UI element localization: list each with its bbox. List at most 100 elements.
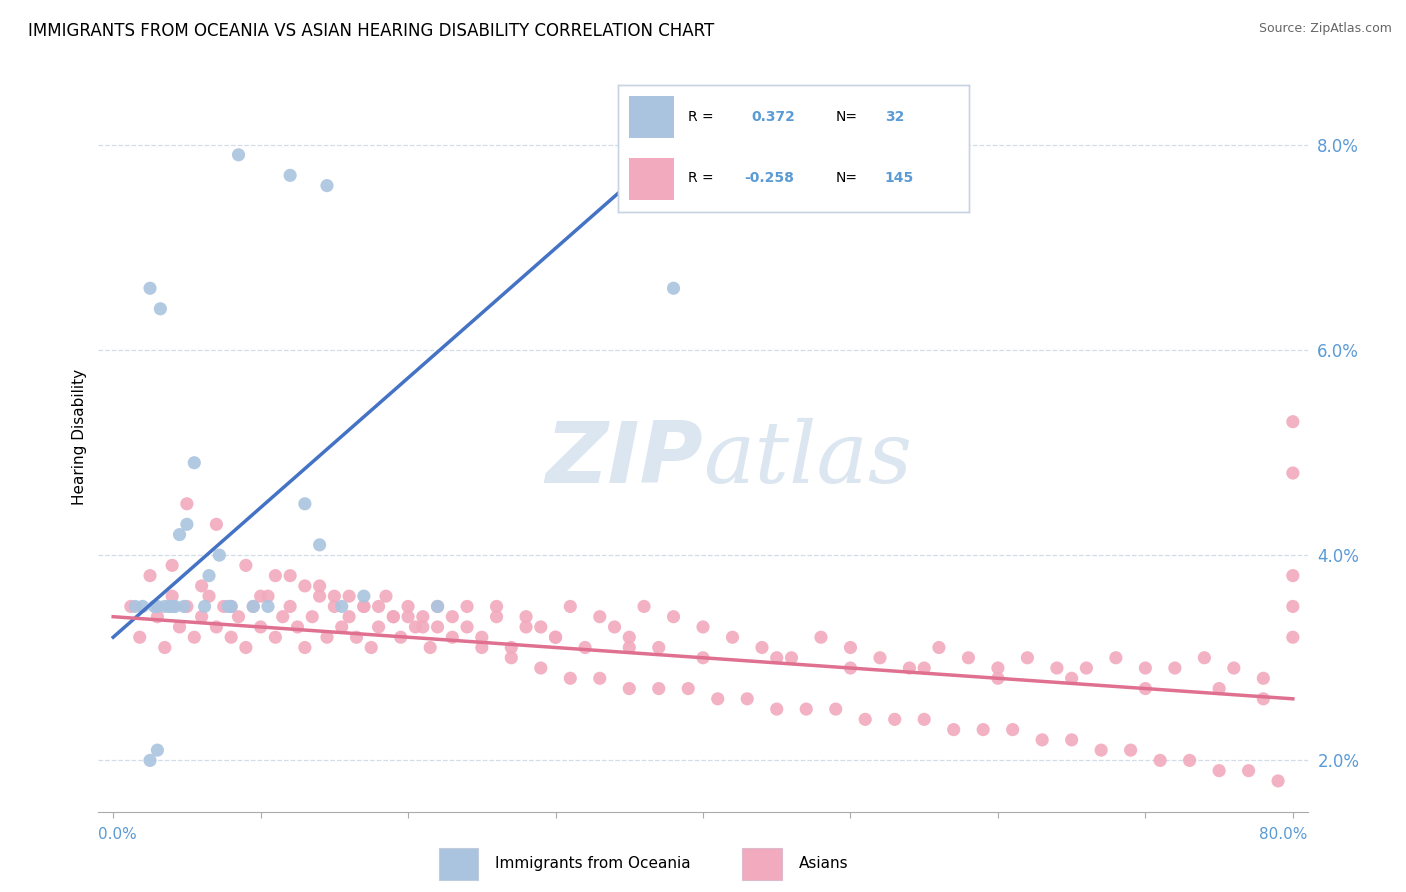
Point xyxy=(1223,661,1246,675)
Point xyxy=(589,671,612,685)
Point xyxy=(139,753,162,767)
Point xyxy=(146,609,169,624)
Point xyxy=(471,630,494,644)
Point xyxy=(1208,681,1230,696)
Point xyxy=(574,640,596,655)
Point xyxy=(382,609,405,624)
Bar xyxy=(742,848,782,880)
Point xyxy=(1090,743,1112,757)
Point xyxy=(1105,650,1128,665)
Point xyxy=(219,599,242,614)
Point xyxy=(375,589,398,603)
Point xyxy=(169,527,191,541)
Point xyxy=(198,589,221,603)
Point xyxy=(308,538,330,552)
Point xyxy=(1164,661,1187,675)
Point xyxy=(160,599,183,614)
Point xyxy=(131,599,153,614)
Point xyxy=(278,568,301,582)
Point xyxy=(987,661,1010,675)
Point xyxy=(1149,753,1171,767)
Point xyxy=(128,630,150,644)
Point xyxy=(160,589,183,603)
Point xyxy=(1119,743,1142,757)
Point xyxy=(264,630,287,644)
Point xyxy=(485,599,508,614)
Point xyxy=(149,301,172,316)
Text: Asians: Asians xyxy=(799,855,848,871)
Point xyxy=(928,640,950,655)
Point xyxy=(1267,773,1289,788)
Point xyxy=(337,609,360,624)
Point xyxy=(165,599,187,614)
Point xyxy=(515,609,537,624)
Point xyxy=(471,640,494,655)
Point xyxy=(1282,568,1305,582)
Point xyxy=(153,640,176,655)
Point xyxy=(1282,599,1305,614)
Point xyxy=(692,620,714,634)
Point xyxy=(173,599,195,614)
Point xyxy=(330,599,353,614)
Point xyxy=(360,640,382,655)
Point xyxy=(264,568,287,582)
Point xyxy=(308,579,330,593)
Point xyxy=(242,599,264,614)
Point xyxy=(316,178,339,193)
Point xyxy=(619,630,641,644)
Point xyxy=(160,558,183,573)
Point xyxy=(353,599,375,614)
Point xyxy=(1001,723,1024,737)
Point xyxy=(257,599,280,614)
Point xyxy=(794,702,817,716)
Point xyxy=(485,609,508,624)
Point xyxy=(278,599,301,614)
Point xyxy=(1282,415,1305,429)
Point xyxy=(139,568,162,582)
Point xyxy=(1060,732,1083,747)
Point xyxy=(721,630,744,644)
Point xyxy=(1135,681,1157,696)
Text: Immigrants from Oceania: Immigrants from Oceania xyxy=(495,855,690,871)
Point xyxy=(1253,691,1275,706)
Point xyxy=(957,650,980,665)
Point xyxy=(810,630,832,644)
Point xyxy=(1076,661,1098,675)
Point xyxy=(153,599,176,614)
Point xyxy=(228,148,250,162)
Point xyxy=(228,609,250,624)
Point xyxy=(120,599,142,614)
Point xyxy=(194,599,217,614)
Point xyxy=(456,599,478,614)
Point xyxy=(396,609,419,624)
Point xyxy=(346,630,368,644)
Text: ZIP: ZIP xyxy=(546,418,703,501)
Point xyxy=(853,712,876,726)
Point xyxy=(124,599,146,614)
Point xyxy=(530,620,553,634)
Point xyxy=(419,640,441,655)
Point xyxy=(1194,650,1216,665)
Point xyxy=(501,640,523,655)
Point xyxy=(323,599,346,614)
Point xyxy=(337,589,360,603)
Point xyxy=(183,456,205,470)
Text: atlas: atlas xyxy=(703,418,912,501)
Text: IMMIGRANTS FROM OCEANIA VS ASIAN HEARING DISABILITY CORRELATION CHART: IMMIGRANTS FROM OCEANIA VS ASIAN HEARING… xyxy=(28,22,714,40)
Point xyxy=(139,281,162,295)
Point xyxy=(619,681,641,696)
Point xyxy=(1046,661,1069,675)
Point xyxy=(323,589,346,603)
Point xyxy=(544,630,567,644)
Point xyxy=(367,599,389,614)
Point xyxy=(389,630,412,644)
Point xyxy=(619,640,641,655)
Point xyxy=(839,661,862,675)
Point xyxy=(765,650,787,665)
Point xyxy=(987,671,1010,685)
Point xyxy=(176,517,198,532)
Point xyxy=(1237,764,1260,778)
Point xyxy=(278,169,301,183)
Point xyxy=(257,589,280,603)
Text: 80.0%: 80.0% xyxy=(1260,827,1308,842)
